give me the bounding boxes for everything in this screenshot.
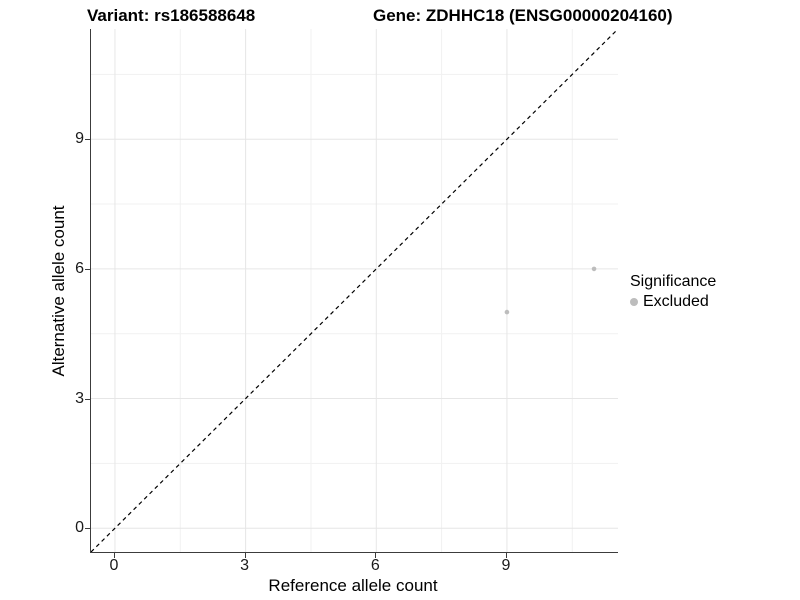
legend-item-excluded: Excluded (630, 293, 716, 311)
plot-area-svg (91, 29, 618, 552)
variant-title: Variant: rs186588648 (87, 6, 256, 25)
x-tick-mark (505, 553, 507, 558)
y-tick-mark (85, 528, 90, 530)
legend-point-icon (630, 298, 638, 306)
y-tick-label: 9 (75, 130, 84, 148)
y-tick-label: 3 (75, 389, 84, 407)
x-tick-label: 0 (109, 557, 119, 574)
legend: Significance Excluded (630, 272, 716, 311)
y-tick-label: 0 (75, 519, 84, 537)
x-tick-label: 6 (370, 557, 380, 574)
legend-title: Significance (630, 273, 717, 290)
gene-title: Gene: ZDHHC18 (ENSG00000204160) (373, 6, 673, 25)
x-tick-label: 3 (240, 557, 250, 574)
x-tick-mark (113, 553, 115, 558)
y-axis-title: Alternative allele count (49, 205, 68, 377)
y-tick-mark (85, 398, 90, 400)
x-tick-mark (244, 553, 246, 558)
y-tick-mark (85, 139, 90, 141)
x-tick-label: 9 (501, 557, 511, 574)
identity-dashed-line (91, 29, 618, 552)
y-tick-mark (85, 268, 90, 270)
data-point (504, 309, 510, 315)
legend-item-label: Excluded (643, 293, 709, 310)
x-tick-mark (375, 553, 377, 558)
plot-panel (90, 29, 618, 553)
x-axis-title: Reference allele count (268, 576, 438, 595)
data-point (591, 266, 597, 272)
y-tick-label: 6 (75, 259, 84, 277)
